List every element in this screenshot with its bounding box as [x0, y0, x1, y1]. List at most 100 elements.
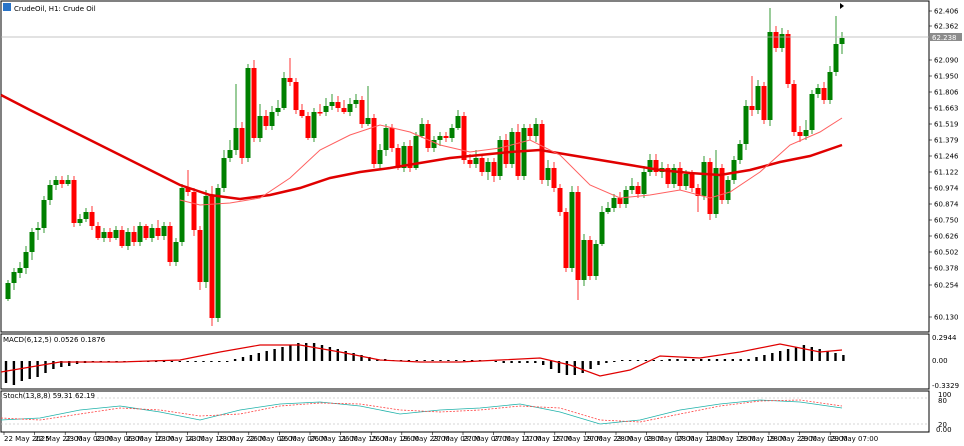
candle-body — [389, 128, 395, 148]
macd-bar — [226, 361, 229, 362]
candle-body — [131, 232, 137, 242]
time-axis-label: 22 May 22:00 — [35, 435, 83, 443]
macd-bar — [233, 359, 237, 361]
candle-body — [197, 230, 203, 282]
macd-bar — [534, 361, 537, 363]
candle-body — [53, 180, 59, 185]
candle-body — [467, 160, 473, 164]
candle-body — [269, 112, 275, 126]
candle-body — [281, 78, 287, 108]
macd-bar — [826, 351, 829, 361]
candle-body — [785, 34, 791, 84]
macd-bar — [581, 361, 584, 373]
candle-body — [143, 226, 149, 238]
candle-body — [233, 128, 239, 150]
macd-bar — [407, 360, 411, 361]
candle-body — [305, 116, 311, 138]
candle-body — [587, 240, 593, 276]
time-axis-label: 28 May 03:00 — [616, 435, 664, 443]
macd-bar — [170, 361, 174, 362]
candle-body — [41, 200, 47, 228]
candle-body — [773, 32, 779, 48]
candle-body — [173, 242, 179, 262]
candle-body — [761, 86, 767, 120]
macd-bar — [605, 361, 608, 363]
macd-bar — [518, 361, 521, 363]
macd-bar — [344, 351, 347, 361]
macd-bar — [52, 361, 55, 369]
candle-body — [107, 232, 113, 238]
macd-bar — [305, 343, 308, 361]
macd-bar — [439, 360, 442, 361]
time-axis-label: 27 May 11:00 — [494, 435, 542, 443]
stoch-scale-100: 100 — [938, 391, 951, 399]
candle-body — [713, 168, 719, 214]
candle-body — [611, 198, 617, 208]
current-price-label: 62.238 — [932, 34, 957, 42]
macd-bar — [257, 353, 260, 361]
time-axis-label: 27 May 03:00 — [432, 435, 480, 443]
candle-body — [221, 158, 227, 188]
macd-bar — [297, 343, 300, 361]
macd-bar — [502, 361, 505, 363]
candle-body — [335, 102, 341, 108]
candle-body — [341, 108, 347, 112]
candle-body — [515, 132, 521, 176]
candle-body — [245, 68, 251, 158]
price-axis-label: 61.122 — [934, 169, 959, 177]
stoch-scale-80: 80 — [938, 397, 947, 405]
candle-body — [23, 252, 29, 268]
candle-body — [77, 219, 83, 223]
candle-body — [383, 128, 389, 150]
candle-body — [155, 228, 161, 236]
macd-bar — [60, 361, 63, 367]
chart-shift-triangle-icon[interactable] — [840, 3, 844, 9]
macd-bar — [589, 361, 592, 369]
time-axis-label: 28 May 23:00 — [769, 435, 817, 443]
candle-body — [101, 232, 107, 238]
candle-body — [455, 116, 461, 128]
macd-bar — [842, 355, 845, 361]
macd-bar — [700, 359, 703, 361]
macd-bar — [692, 359, 695, 361]
candles-group — [5, 8, 845, 326]
price-axis-label: 62.362 — [934, 23, 959, 31]
macd-bar — [676, 359, 679, 361]
candle-body — [695, 188, 701, 196]
candle-body — [125, 232, 131, 246]
candle-body — [119, 230, 125, 246]
macd-bar — [328, 347, 332, 361]
macd-bar — [747, 359, 750, 361]
macd-bar — [415, 360, 418, 361]
time-axis-label: 29 May 07:00 — [830, 435, 878, 443]
candle-body — [329, 102, 335, 106]
candle-body — [725, 180, 731, 200]
candle-body — [257, 116, 263, 138]
time-axis-label: 27 May 23:00 — [585, 435, 633, 443]
candle-body — [209, 196, 215, 318]
macd-bar — [644, 360, 648, 361]
macd-bar — [218, 361, 221, 362]
macd-scale-high: 0.2944 — [932, 334, 957, 342]
price-axis-label: 61.950 — [934, 73, 959, 81]
candle-body — [287, 78, 293, 82]
macd-bar — [810, 347, 813, 361]
macd-bar — [628, 360, 632, 361]
candle-body — [437, 136, 443, 140]
candle-body — [821, 88, 827, 100]
candle-body — [797, 132, 803, 136]
time-axis-label: 23 May 02:00 — [65, 435, 113, 443]
stoch-title: Stoch(13,8,8) 59.31 62.19 — [3, 392, 95, 400]
candle-body — [617, 198, 623, 204]
candle-body — [707, 162, 713, 214]
time-axis-label: 23 May 18:00 — [188, 435, 236, 443]
price-axis-label: 61.806 — [934, 89, 959, 97]
macd-bar — [494, 361, 497, 362]
current-price-marker — [930, 33, 962, 41]
macd-bar — [834, 353, 837, 361]
candle-body — [401, 146, 407, 168]
macd-bar — [802, 345, 806, 361]
macd-bar — [723, 359, 727, 361]
price-axis-label: 60.502 — [934, 249, 959, 257]
